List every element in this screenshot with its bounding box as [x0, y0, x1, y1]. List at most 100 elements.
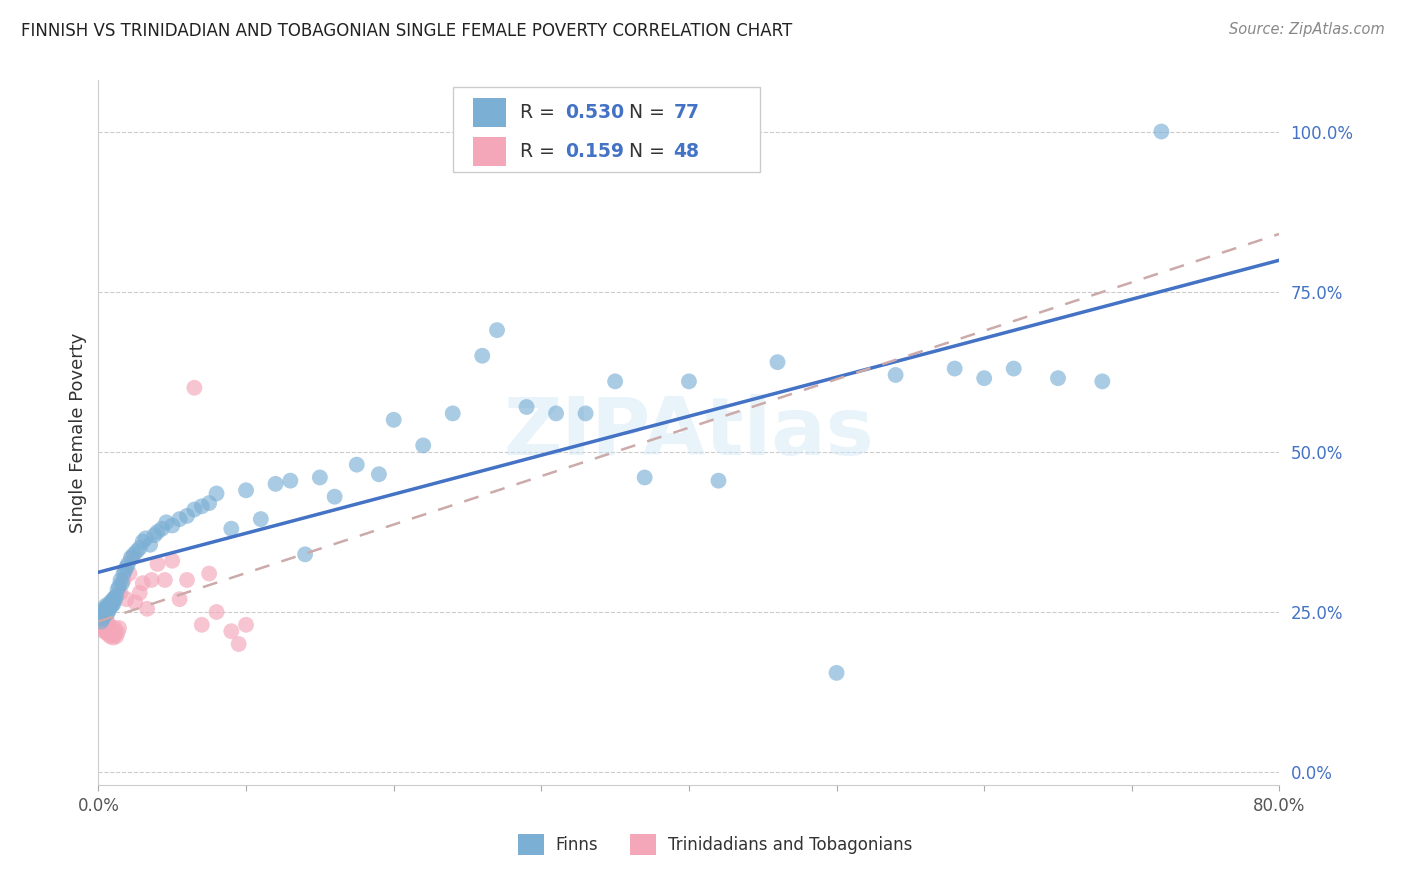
Point [139, 538, 162, 552]
Point [100, 595, 122, 609]
Point [198, 496, 221, 510]
Text: R =: R = [520, 142, 567, 161]
Point [103, 631, 125, 645]
Point [96, 607, 118, 621]
Point [125, 544, 148, 558]
Point [97, 627, 120, 641]
Point [250, 512, 273, 526]
Point [100, 621, 122, 635]
Point [766, 355, 789, 369]
Point [141, 573, 163, 587]
Point [107, 582, 129, 597]
Point [97, 617, 120, 632]
Text: Trinidadians and Tobagonians: Trinidadians and Tobagonians [668, 836, 912, 854]
Point [153, 573, 176, 587]
Point [100, 627, 122, 641]
Point [107, 625, 129, 640]
Point [309, 470, 332, 484]
Point [91, 621, 114, 635]
Point [575, 406, 598, 420]
Point [1091, 375, 1114, 389]
Point [235, 483, 257, 498]
Point [98, 595, 121, 609]
Point [943, 361, 966, 376]
Point [132, 534, 155, 549]
Point [155, 516, 177, 530]
Point [546, 406, 568, 420]
Point [96, 619, 118, 633]
Point [112, 566, 135, 581]
Point [98, 599, 121, 614]
Text: Source: ZipAtlas.com: Source: ZipAtlas.com [1229, 22, 1385, 37]
Point [117, 557, 139, 571]
Point [1046, 371, 1070, 385]
Point [973, 371, 995, 385]
Point [97, 604, 120, 618]
FancyBboxPatch shape [630, 834, 655, 855]
Point [205, 605, 228, 619]
Point [93, 601, 115, 615]
Point [93, 624, 115, 639]
Point [104, 621, 127, 635]
Point [114, 563, 136, 577]
Point [91, 616, 114, 631]
Point [294, 547, 316, 561]
Point [441, 406, 464, 420]
Point [707, 474, 730, 488]
Point [91, 605, 114, 619]
Point [128, 586, 150, 600]
Point [346, 458, 368, 472]
Point [110, 573, 132, 587]
Point [1002, 361, 1025, 376]
Point [124, 595, 146, 609]
Point [169, 512, 191, 526]
Point [132, 576, 155, 591]
Point [104, 627, 127, 641]
Text: ZIPAtlas: ZIPAtlas [503, 393, 875, 472]
Text: R =: R = [520, 103, 561, 122]
Point [108, 579, 131, 593]
Point [235, 617, 257, 632]
Point [634, 470, 657, 484]
Text: 0.530: 0.530 [565, 103, 624, 122]
Point [191, 500, 214, 514]
Point [146, 524, 169, 539]
Point [115, 560, 138, 574]
Point [90, 619, 112, 633]
Point [108, 621, 131, 635]
Point [128, 541, 150, 555]
Point [97, 623, 120, 637]
Point [205, 486, 228, 500]
Point [198, 566, 221, 581]
Point [382, 413, 405, 427]
Point [104, 591, 127, 605]
Point [115, 592, 138, 607]
Point [884, 368, 907, 382]
FancyBboxPatch shape [472, 136, 506, 166]
Text: N =: N = [628, 142, 671, 161]
Point [93, 619, 115, 633]
Point [103, 597, 125, 611]
Text: FINNISH VS TRINIDADIAN AND TOBAGONIAN SINGLE FEMALE POVERTY CORRELATION CHART: FINNISH VS TRINIDADIAN AND TOBAGONIAN SI… [21, 22, 793, 40]
Point [323, 490, 346, 504]
Point [678, 375, 700, 389]
Point [122, 547, 145, 561]
Point [118, 566, 141, 581]
Point [90, 615, 112, 629]
Point [486, 323, 509, 337]
Text: 77: 77 [673, 103, 700, 122]
Point [143, 528, 166, 542]
Point [100, 599, 122, 613]
Point [96, 599, 118, 614]
Point [94, 617, 117, 632]
FancyBboxPatch shape [472, 98, 506, 128]
Point [94, 605, 117, 619]
Point [183, 381, 205, 395]
Point [146, 557, 169, 571]
Point [264, 476, 287, 491]
Point [412, 438, 434, 452]
Point [162, 554, 183, 568]
Point [91, 611, 114, 625]
Point [1150, 124, 1173, 138]
Point [111, 576, 134, 591]
